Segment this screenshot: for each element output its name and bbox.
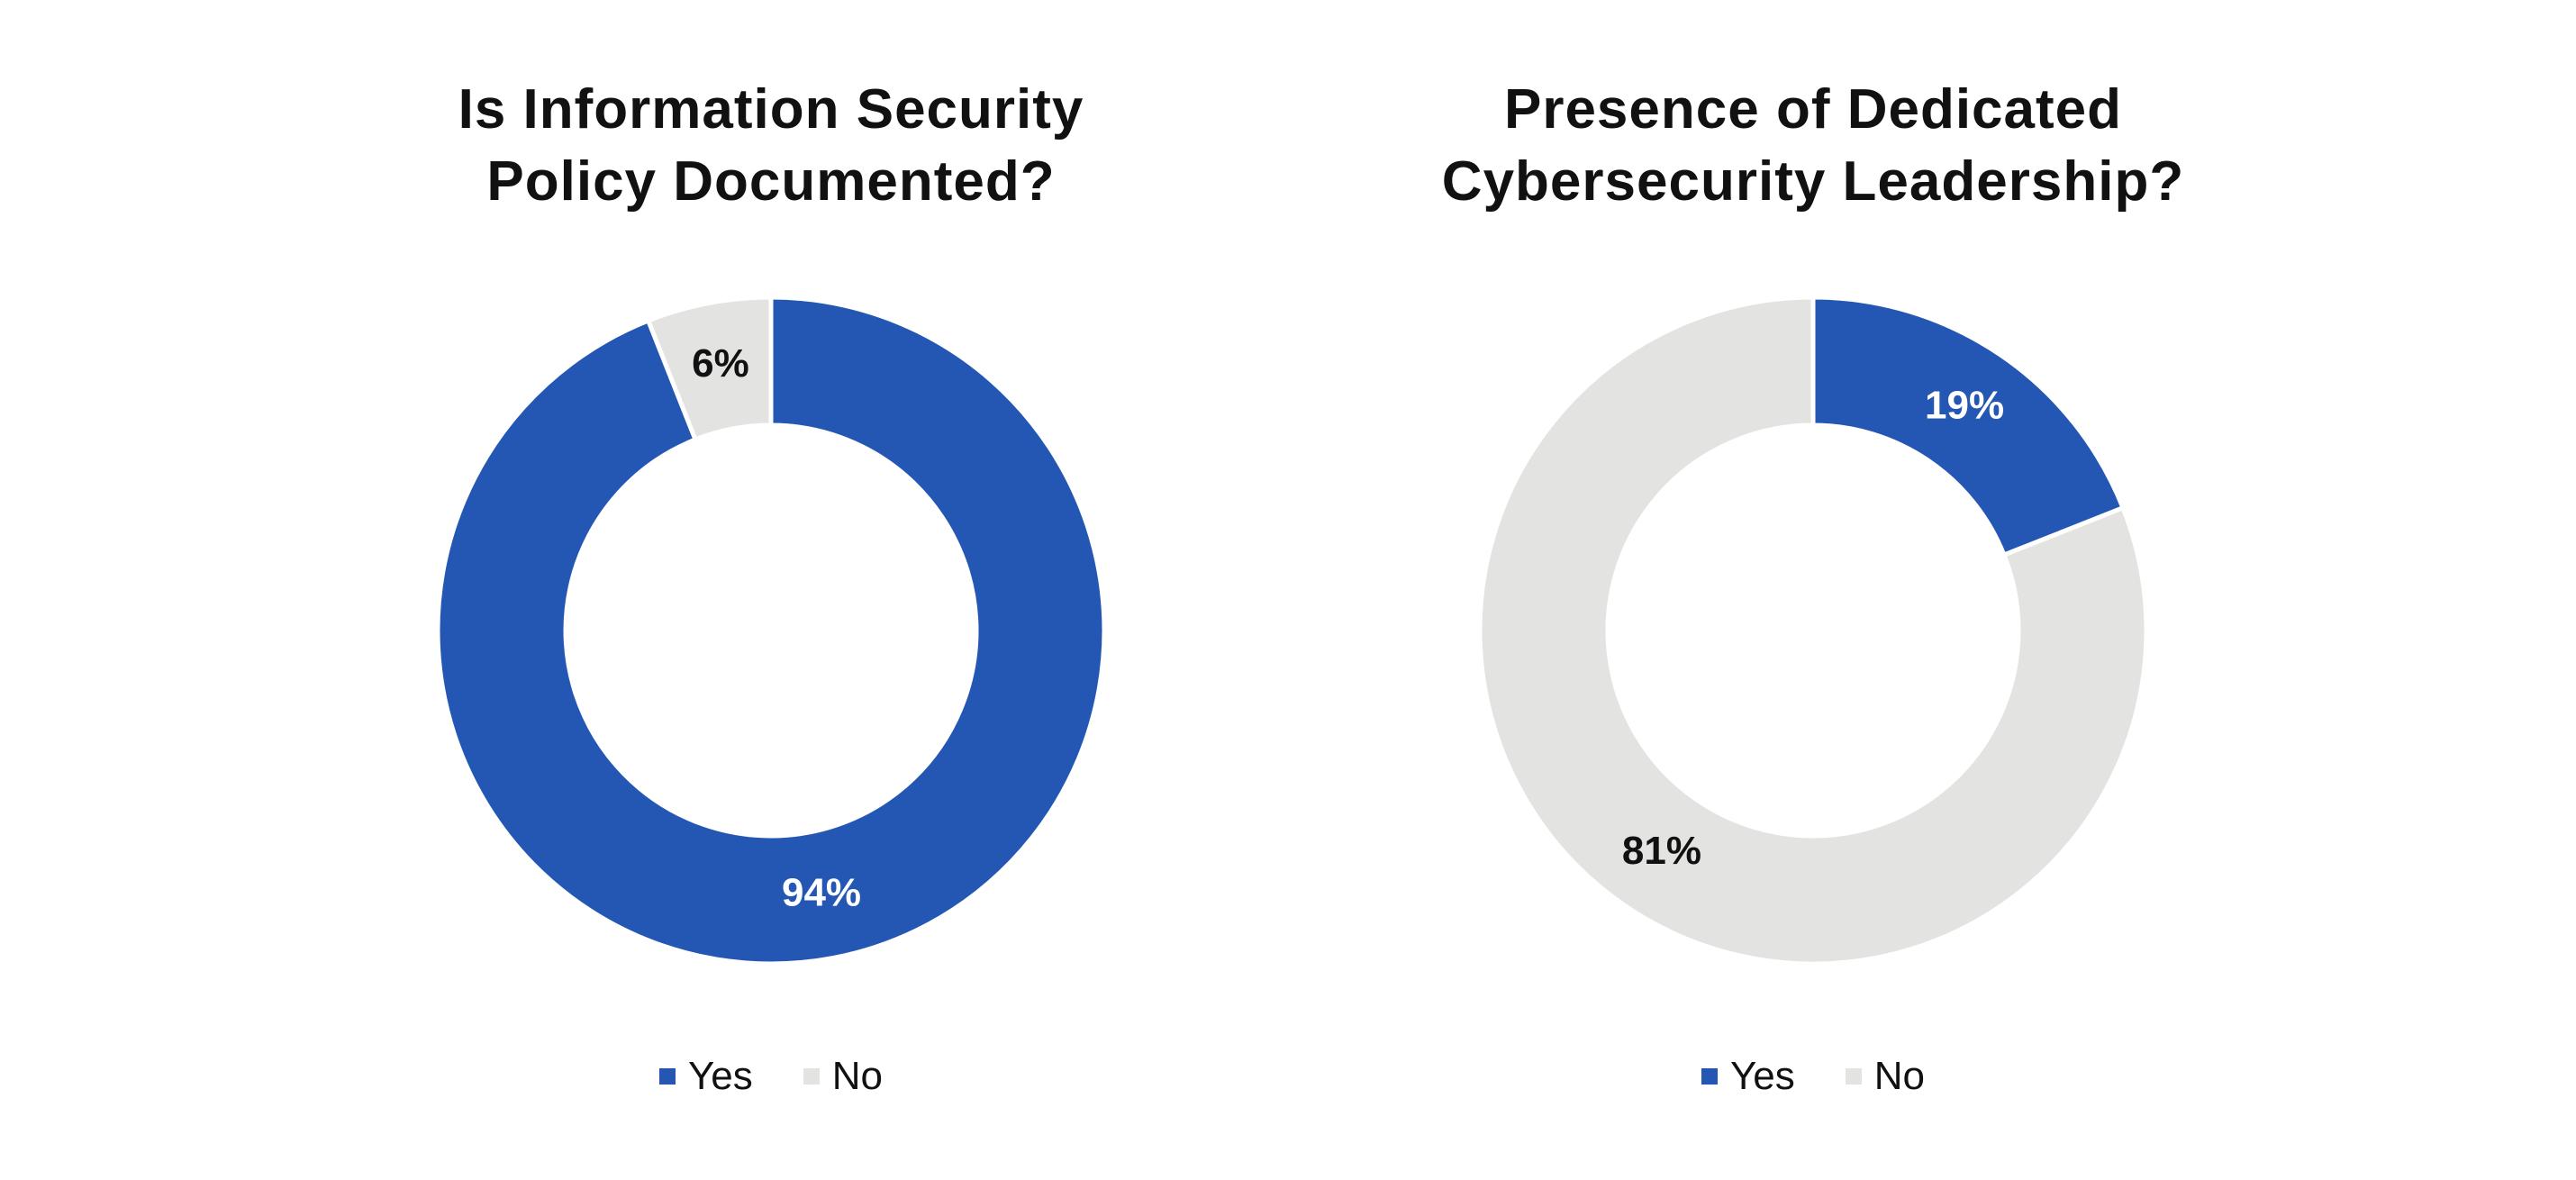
donut-slice-yes	[435, 295, 1107, 967]
legend-item-no: No	[803, 1054, 883, 1099]
chart-title-line-1: Is Information Security	[458, 78, 1084, 141]
legend-label-no: No	[831, 1054, 884, 1098]
donut-slice-no	[645, 295, 774, 443]
donut-chart: 94% 6%	[435, 295, 1107, 967]
legend-item-no: No	[1845, 1054, 1926, 1099]
chart-title-line-2: Cybersecurity Leadership?	[1441, 150, 2185, 213]
legend-label-yes: Yes	[687, 1054, 753, 1098]
donut-slice-no	[1477, 295, 2149, 967]
donut-chart: 19% 81%	[1477, 295, 2149, 967]
data-label-no: 6%	[692, 341, 749, 386]
donut-slice-yes	[1810, 295, 2127, 558]
chart-title: Presence of Dedicated Cybersecurity Lead…	[1363, 74, 2263, 218]
data-label-yes: 94%	[782, 870, 861, 914]
chart-title-line-2: Policy Documented?	[486, 150, 1056, 213]
chart-cybersecurity-leadership: Presence of Dedicated Cybersecurity Lead…	[1363, 0, 2263, 1180]
legend: Yes No	[321, 1054, 1221, 1099]
legend-label-no: No	[1873, 1054, 1926, 1098]
chart-title: Is Information Security Policy Documente…	[321, 74, 1221, 218]
legend-label-yes: Yes	[1729, 1054, 1795, 1098]
data-label-yes: 19%	[1925, 383, 2004, 427]
legend-swatch-no	[1845, 1068, 1862, 1085]
legend-swatch-yes	[658, 1068, 676, 1085]
chart-policy-documented: Is Information Security Policy Documente…	[321, 0, 1221, 1180]
data-label-no: 81%	[1622, 829, 1701, 873]
legend-item-yes: Yes	[658, 1054, 753, 1099]
legend-swatch-yes	[1701, 1068, 1718, 1085]
legend-swatch-no	[803, 1068, 820, 1085]
legend: Yes No	[1363, 1054, 2263, 1099]
legend-item-yes: Yes	[1701, 1054, 1795, 1099]
chart-title-line-1: Presence of Dedicated	[1503, 78, 2123, 141]
